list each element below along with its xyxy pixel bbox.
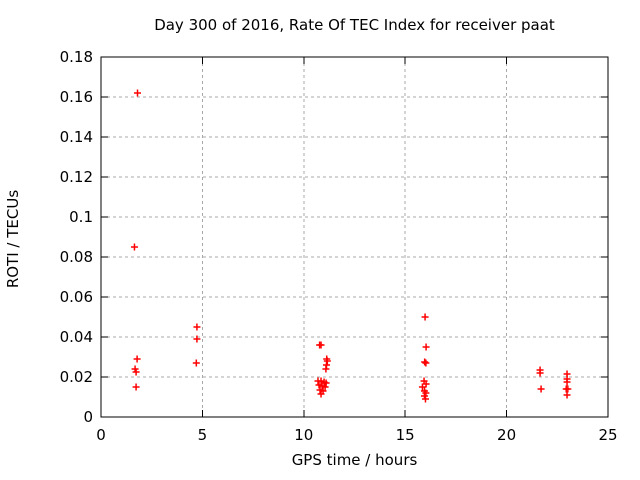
data-point	[422, 359, 430, 367]
data-point	[536, 369, 544, 377]
data-point	[317, 390, 325, 398]
data-point	[421, 395, 429, 403]
y-tick-label: 0.06	[60, 288, 93, 306]
x-tick-label: 25	[598, 426, 617, 444]
data-point	[422, 343, 430, 351]
x-tick-label: 10	[294, 426, 313, 444]
plot-border	[100, 56, 609, 418]
data-point	[564, 385, 572, 393]
y-tick-label: 0.18	[60, 48, 93, 66]
data-point	[133, 355, 141, 363]
x-tick-label: 5	[198, 426, 208, 444]
data-point	[422, 380, 430, 388]
data-point	[421, 358, 429, 366]
data-point	[322, 379, 330, 387]
data-point	[418, 383, 426, 391]
y-tick-label: 0.02	[60, 368, 93, 386]
data-point	[192, 359, 200, 367]
data-point	[130, 243, 138, 251]
data-point	[132, 383, 140, 391]
data-point	[563, 378, 571, 386]
data-point	[132, 368, 140, 376]
data-point	[317, 341, 325, 349]
y-tick-label: 0.1	[69, 208, 93, 226]
y-tick-label: 0.14	[60, 128, 93, 146]
y-tick-label: 0.04	[60, 328, 93, 346]
data-point	[421, 313, 429, 321]
y-tick-label: 0	[83, 408, 93, 426]
data-point	[537, 385, 545, 393]
data-point	[134, 89, 142, 97]
data-point	[321, 383, 329, 391]
x-axis-label: GPS time / hours	[291, 451, 418, 469]
data-point	[322, 365, 330, 373]
x-tick-label: 15	[396, 426, 415, 444]
data-point	[193, 335, 201, 343]
data-point	[563, 391, 571, 399]
data-point	[323, 357, 331, 365]
y-tick-label: 0.08	[60, 248, 93, 266]
chart-title: Day 300 of 2016, Rate Of TEC Index for r…	[154, 16, 555, 34]
x-tick-label: 20	[497, 426, 516, 444]
y-tick-label: 0.12	[60, 168, 93, 186]
data-point	[193, 323, 201, 331]
y-tick-label: 0.16	[60, 88, 93, 106]
x-tick-label: 0	[96, 426, 106, 444]
